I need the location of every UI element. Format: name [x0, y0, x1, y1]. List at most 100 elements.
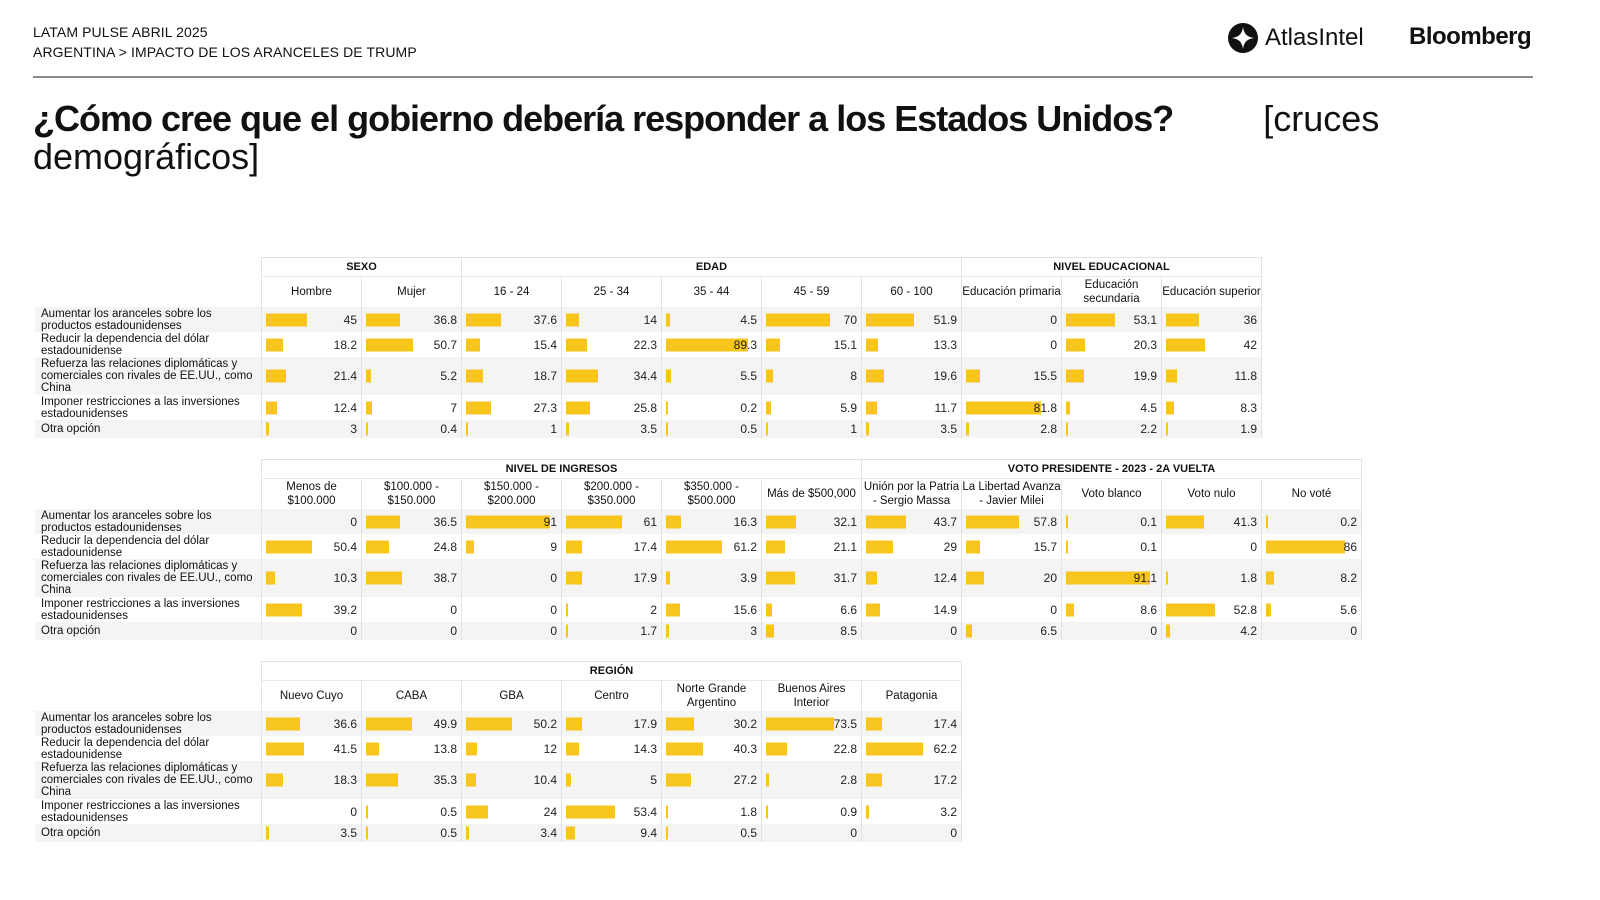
data-cell: 1 [461, 420, 562, 438]
data-cell: 17.9 [561, 559, 662, 597]
value-label: 36.5 [433, 514, 457, 529]
table-row: Reducir la dependencia del dólar estadou… [35, 332, 1262, 357]
value-label: 8.6 [1140, 602, 1157, 617]
value-bar [866, 571, 878, 585]
value-bar [766, 603, 773, 616]
value-label: 17.9 [633, 571, 657, 585]
value-bar [266, 369, 286, 383]
value-bar [1266, 540, 1346, 553]
value-bar [1266, 515, 1268, 528]
corner-blank [35, 459, 262, 479]
value-label: 70 [843, 312, 857, 327]
data-cell: 73.5 [761, 711, 862, 736]
value-label: 1.8 [740, 804, 757, 819]
row-label: Imponer restricciones a las inversiones … [35, 799, 262, 824]
group-header: EDAD [461, 257, 962, 277]
value-label: 17.4 [633, 539, 657, 554]
data-cell: 15.7 [961, 534, 1062, 559]
data-cell: 89.3 [661, 332, 762, 357]
data-cell: 49.9 [361, 711, 462, 736]
table-row: Otra opción 0 0 0 1.7 3 8.5 0 6.5 0 4.2 0 [35, 622, 1362, 640]
value-bar [766, 742, 787, 755]
value-label: 3 [750, 624, 757, 638]
data-cell: 0 [261, 509, 362, 534]
value-label: 42 [1243, 337, 1257, 352]
value-bar [1166, 338, 1205, 351]
value-label: 62.2 [933, 741, 957, 756]
data-cell: 41.5 [261, 736, 362, 761]
data-cell: 0 [361, 597, 462, 622]
value-label: 5 [650, 773, 657, 787]
value-bar [366, 313, 400, 326]
data-cell: 0 [1161, 534, 1262, 559]
value-label: 27.3 [533, 400, 557, 415]
table-row: Aumentar los aranceles sobre los product… [35, 711, 962, 736]
value-bar [566, 571, 583, 585]
data-cell: 3.5 [561, 420, 662, 438]
value-bar [666, 826, 668, 840]
data-cell: 81.8 [961, 395, 1062, 420]
data-cell: 1.8 [1161, 559, 1262, 597]
data-cell: 86 [1261, 534, 1362, 559]
data-cell: 8.2 [1261, 559, 1362, 597]
value-label: 39.2 [333, 602, 357, 617]
data-cell: 13.8 [361, 736, 462, 761]
data-cell: 9.4 [561, 824, 662, 842]
value-bar [666, 540, 723, 553]
value-label: 20 [1043, 571, 1057, 585]
value-label: 15.6 [733, 602, 757, 617]
data-cell: 3.5 [261, 824, 362, 842]
data-cell: 40.3 [661, 736, 762, 761]
data-cell: 1 [761, 420, 862, 438]
value-bar [766, 571, 796, 585]
data-cell: 39.2 [261, 597, 362, 622]
data-cell: 14.3 [561, 736, 662, 761]
group-header: VOTO PRESIDENTE - 2023 - 2A VUELTA [861, 459, 1362, 479]
value-bar [1066, 571, 1150, 585]
value-bar [1166, 313, 1200, 326]
value-bar [366, 717, 412, 730]
value-label: 0 [950, 624, 957, 638]
data-cell: 36.5 [361, 509, 462, 534]
data-cell: 50.4 [261, 534, 362, 559]
data-cell: 17.9 [561, 711, 662, 736]
column-header: Menos de $100.000 [261, 478, 362, 509]
value-label: 5.5 [740, 369, 757, 383]
table-row: Otra opción 3 0.4 1 3.5 0.5 1 3.5 2.8 2.2 1.9 [35, 420, 1262, 438]
value-bar [1066, 313, 1115, 326]
data-cell: 24.8 [361, 534, 462, 559]
value-label: 41.3 [1233, 514, 1257, 529]
data-cell: 17.2 [861, 761, 962, 799]
data-cell: 22.8 [761, 736, 862, 761]
value-label: 8.2 [1340, 571, 1357, 585]
data-cell: 13.3 [861, 332, 962, 357]
value-bar [466, 717, 513, 730]
data-cell: 8.6 [1061, 597, 1162, 622]
value-bar [466, 773, 476, 787]
column-header: Mujer [361, 276, 462, 307]
value-label: 0 [1050, 312, 1057, 327]
data-cell: 15.5 [961, 357, 1062, 395]
value-bar [766, 540, 786, 553]
value-label: 0.4 [440, 422, 457, 436]
value-bar [566, 826, 575, 840]
data-cell: 5.2 [361, 357, 462, 395]
value-label: 4.5 [1140, 400, 1157, 415]
value-label: 14 [643, 312, 657, 327]
data-cell: 5.9 [761, 395, 862, 420]
column-header: $200.000 - $350.000 [561, 478, 662, 509]
group-header: SEXO [261, 257, 462, 277]
value-label: 17.4 [933, 716, 957, 731]
value-bar [366, 369, 371, 383]
value-bar [1166, 515, 1204, 528]
data-cell: 0 [461, 597, 562, 622]
value-bar [366, 422, 368, 436]
value-bar [266, 717, 300, 730]
value-label: 0 [1050, 602, 1057, 617]
data-cell: 4.5 [661, 307, 762, 332]
column-header: 45 - 59 [761, 276, 862, 307]
value-bar [1066, 369, 1085, 383]
value-label: 11.8 [1234, 369, 1257, 383]
value-label: 15.7 [1033, 539, 1057, 554]
value-label: 0 [350, 624, 357, 638]
